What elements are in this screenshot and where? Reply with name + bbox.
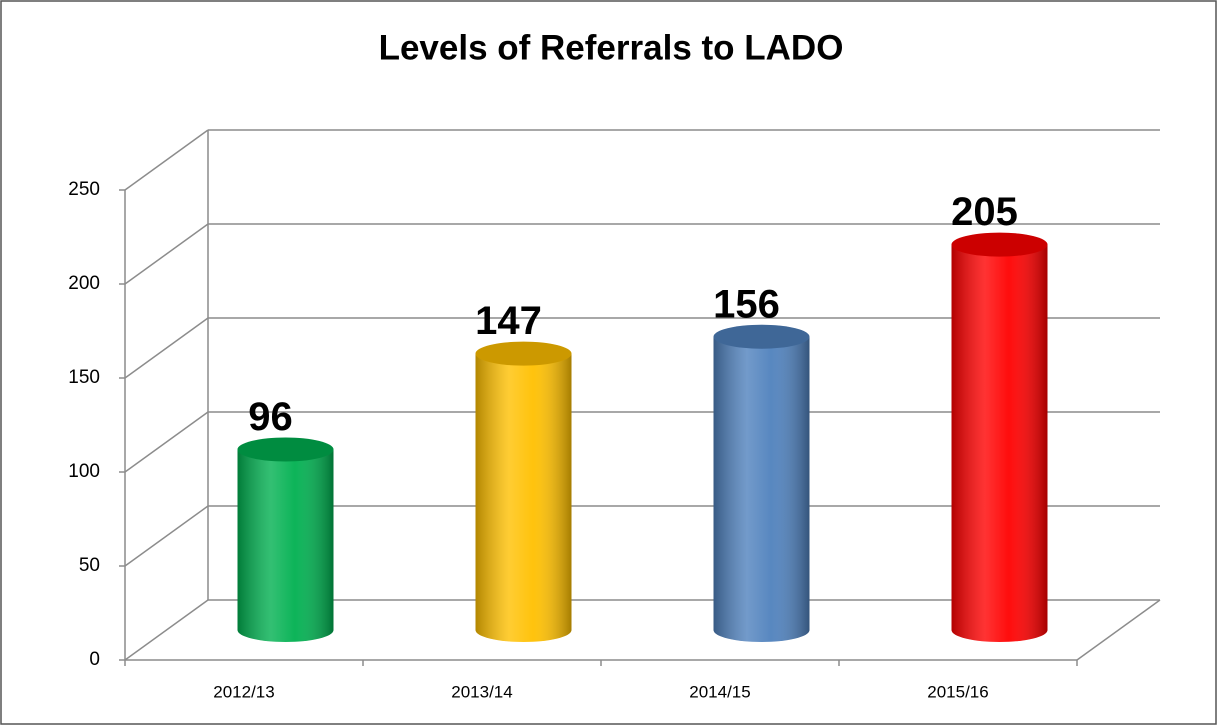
bar-shade	[951, 244, 1048, 642]
grid-line-side	[124, 223, 209, 285]
x-tick-label: 2014/15	[689, 682, 750, 701]
y-tick-label: 250	[68, 179, 100, 200]
data-label: 156	[713, 282, 780, 326]
bar-top	[951, 232, 1048, 257]
y-tick-label: 200	[68, 273, 100, 294]
grid-line-side	[124, 505, 209, 567]
bar-top	[237, 437, 334, 462]
x-tick-label: 2012/13	[213, 682, 274, 701]
y-tick-label: 150	[68, 367, 100, 388]
bar-top-shade	[713, 324, 810, 349]
chart-title: Levels of Referrals to LADO	[379, 28, 844, 67]
data-label: 147	[475, 299, 542, 343]
bar-top	[713, 324, 810, 349]
grid-line-side	[124, 411, 209, 473]
floor-edge	[1076, 599, 1161, 661]
y-tick-label: 50	[79, 555, 100, 576]
bar-top-shade	[951, 232, 1048, 257]
x-tick-label: 2015/16	[927, 682, 988, 701]
y-tick-label: 100	[68, 461, 100, 482]
data-label: 96	[248, 395, 293, 439]
bar-shade	[713, 336, 810, 642]
bar-top-shade	[475, 341, 572, 366]
data-label: 205	[951, 190, 1018, 234]
grid-line-side	[124, 317, 209, 379]
bar-shade	[475, 353, 572, 642]
y-tick-label: 0	[89, 649, 100, 670]
bar-top	[475, 341, 572, 366]
grid-line-side	[124, 129, 209, 191]
grid-line-side	[124, 599, 209, 661]
x-tick-label: 2013/14	[451, 682, 512, 701]
bar-shade	[237, 449, 334, 642]
bar-top-shade	[237, 437, 334, 462]
